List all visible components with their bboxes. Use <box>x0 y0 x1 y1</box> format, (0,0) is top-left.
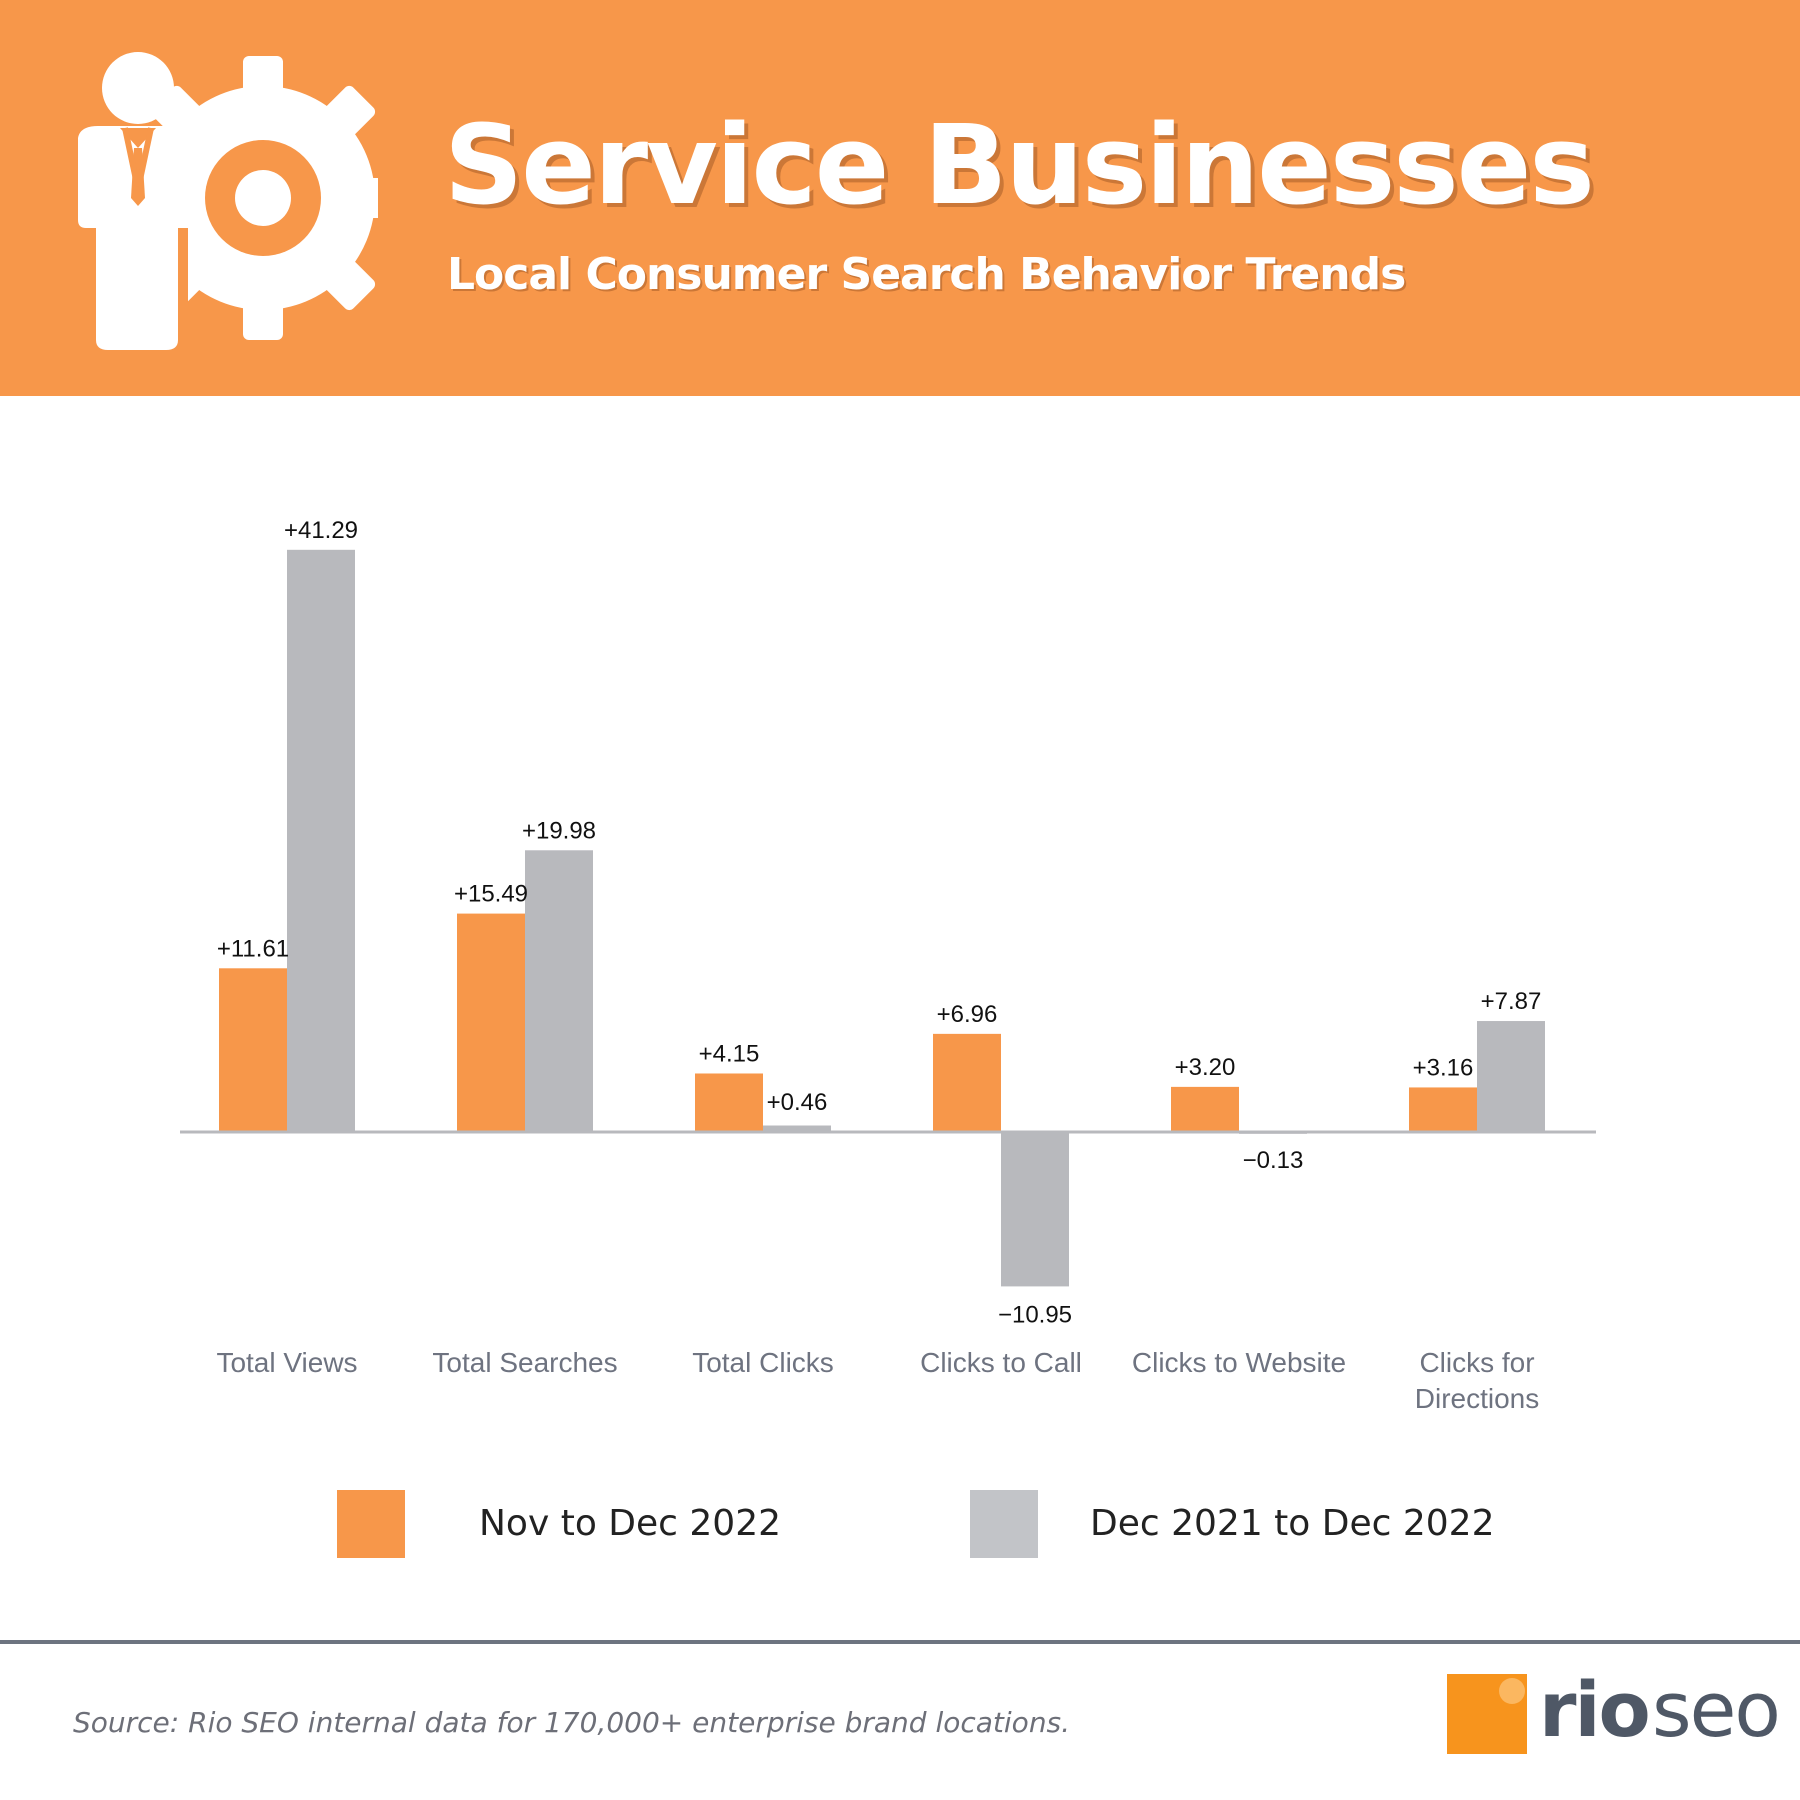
bar-total-views-nov-dec-2022 <box>219 968 287 1132</box>
value-label-total-searches-nov-dec-2022: +15.49 <box>454 881 528 908</box>
value-label-total-clicks-dec-2021-dec-2022: +0.46 <box>767 1089 828 1116</box>
chart-legend: Nov to Dec 2022 Dec 2021 to Dec 2022 <box>0 1490 1800 1560</box>
rioseo-logo: rio seo <box>1447 1665 1781 1754</box>
legend-label-dec-2021-dec-2022: Dec 2021 to Dec 2022 <box>1090 1503 1495 1544</box>
category-label-total-searches: Total Searches <box>432 1347 617 1378</box>
value-label-clicks-to-website-dec-2021-dec-2022: −0.13 <box>1243 1147 1304 1174</box>
value-label-clicks-for-directions-nov-dec-2022: +3.16 <box>1413 1054 1474 1081</box>
value-label-clicks-for-directions-dec-2021-dec-2022: +7.87 <box>1481 988 1542 1015</box>
value-label-clicks-to-call-nov-dec-2022: +6.96 <box>937 1001 998 1028</box>
legend-label-nov-dec-2022: Nov to Dec 2022 <box>479 1503 782 1544</box>
header-banner: Service Businesses Local Consumer Search… <box>0 0 1800 396</box>
bar-clicks-to-call-nov-dec-2022 <box>933 1033 1001 1132</box>
bar-total-searches-dec-2021-dec-2022 <box>525 850 593 1132</box>
bar-clicks-for-directions-dec-2021-dec-2022 <box>1477 1021 1545 1132</box>
bar-clicks-to-call-dec-2021-dec-2022 <box>1001 1132 1069 1287</box>
footer-divider <box>0 1640 1800 1644</box>
category-label-clicks-to-website: Clicks to Website <box>1132 1347 1346 1378</box>
value-label-total-views-nov-dec-2022: +11.61 <box>217 935 289 962</box>
category-label-total-views: Total Views <box>216 1347 357 1378</box>
value-label-total-clicks-nov-dec-2022: +4.15 <box>699 1040 760 1067</box>
category-label-clicks-to-call: Clicks to Call <box>920 1347 1082 1378</box>
page-subtitle: Local Consumer Search Behavior Trends <box>447 249 1406 300</box>
source-note: Source: Rio SEO internal data for 170,00… <box>73 1706 1071 1739</box>
legend-swatch-nov-dec-2022 <box>337 1490 405 1558</box>
bar-chart: +11.61 +41.29 Total Views +15.49 +19.98 Total… <box>180 517 1596 1414</box>
logo-dot-icon <box>1499 1678 1525 1704</box>
category-label-clicks-for-directions-line-2: Directions <box>1415 1383 1539 1414</box>
category-label-total-clicks: Total Clicks <box>692 1347 834 1378</box>
bar-total-clicks-nov-dec-2022 <box>695 1073 763 1132</box>
value-label-total-views-dec-2021-dec-2022: +41.29 <box>284 517 358 544</box>
value-label-clicks-to-website-nov-dec-2022: +3.20 <box>1175 1054 1236 1081</box>
page-title: Service Businesses <box>444 101 1595 229</box>
bar-total-searches-nov-dec-2022 <box>457 913 525 1132</box>
logo-text-seo: seo <box>1652 1665 1781 1754</box>
bar-total-clicks-dec-2021-dec-2022 <box>763 1125 831 1132</box>
logo-text-rio: rio <box>1539 1665 1651 1754</box>
value-label-clicks-to-call-dec-2021-dec-2022: −10.95 <box>998 1301 1072 1328</box>
businessman-gear-icon <box>78 52 378 358</box>
value-label-total-searches-dec-2021-dec-2022: +19.98 <box>522 817 596 844</box>
legend-swatch-dec-2021-dec-2022 <box>970 1490 1038 1558</box>
bar-clicks-for-directions-nov-dec-2022 <box>1409 1087 1477 1132</box>
bar-clicks-to-website-nov-dec-2022 <box>1171 1086 1239 1132</box>
bar-total-views-dec-2021-dec-2022 <box>287 549 355 1132</box>
category-label-clicks-for-directions-line-1: Clicks for <box>1419 1347 1534 1378</box>
